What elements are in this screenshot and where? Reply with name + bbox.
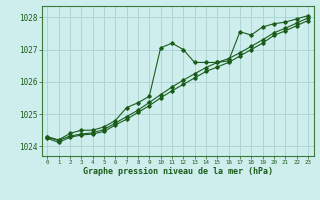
X-axis label: Graphe pression niveau de la mer (hPa): Graphe pression niveau de la mer (hPa) bbox=[83, 167, 273, 176]
